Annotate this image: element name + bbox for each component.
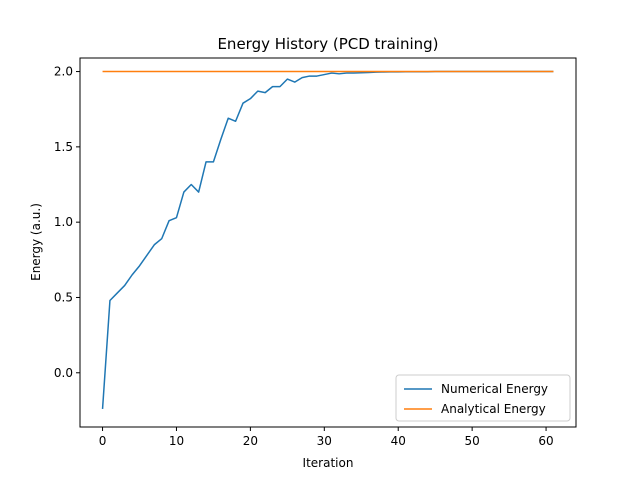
axes-frame	[79, 57, 577, 428]
x-axis-ticks: 0 10 20 30 40 50 60	[99, 427, 554, 448]
y-tick-label: 0.0	[54, 366, 73, 380]
legend-box	[395, 374, 571, 422]
x-tick-label: 30	[317, 434, 332, 448]
legend-label-0: Numerical Energy	[441, 382, 548, 396]
y-tick-label: 0.5	[54, 290, 73, 304]
x-tick-label: 0	[99, 434, 107, 448]
y-axis-label: Energy (a.u.)	[29, 203, 43, 281]
x-tick-label: 10	[169, 434, 184, 448]
axes-border	[79, 57, 577, 428]
y-tick-label: 2.0	[54, 65, 73, 79]
y-tick-label: 1.5	[54, 140, 73, 154]
x-tick-label: 20	[243, 434, 258, 448]
x-tick-label: 60	[538, 434, 553, 448]
legend: Numerical Energy Analytical Energy	[395, 374, 571, 422]
series-layer	[101, 70, 554, 409]
x-axis-label: Iteration	[303, 456, 354, 470]
x-tick-label: 50	[465, 434, 480, 448]
y-axis-ticks: 0.0 0.5 1.0 1.5 2.0	[54, 65, 80, 380]
x-tick-label: 40	[391, 434, 406, 448]
legend-label-1: Analytical Energy	[441, 402, 546, 416]
chart-title: Energy History (PCD training)	[217, 35, 438, 53]
y-tick-label: 1.0	[54, 215, 73, 229]
